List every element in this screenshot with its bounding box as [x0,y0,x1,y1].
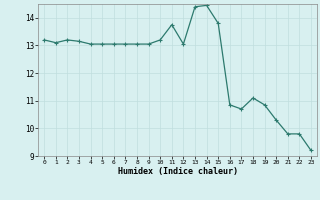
X-axis label: Humidex (Indice chaleur): Humidex (Indice chaleur) [118,167,238,176]
